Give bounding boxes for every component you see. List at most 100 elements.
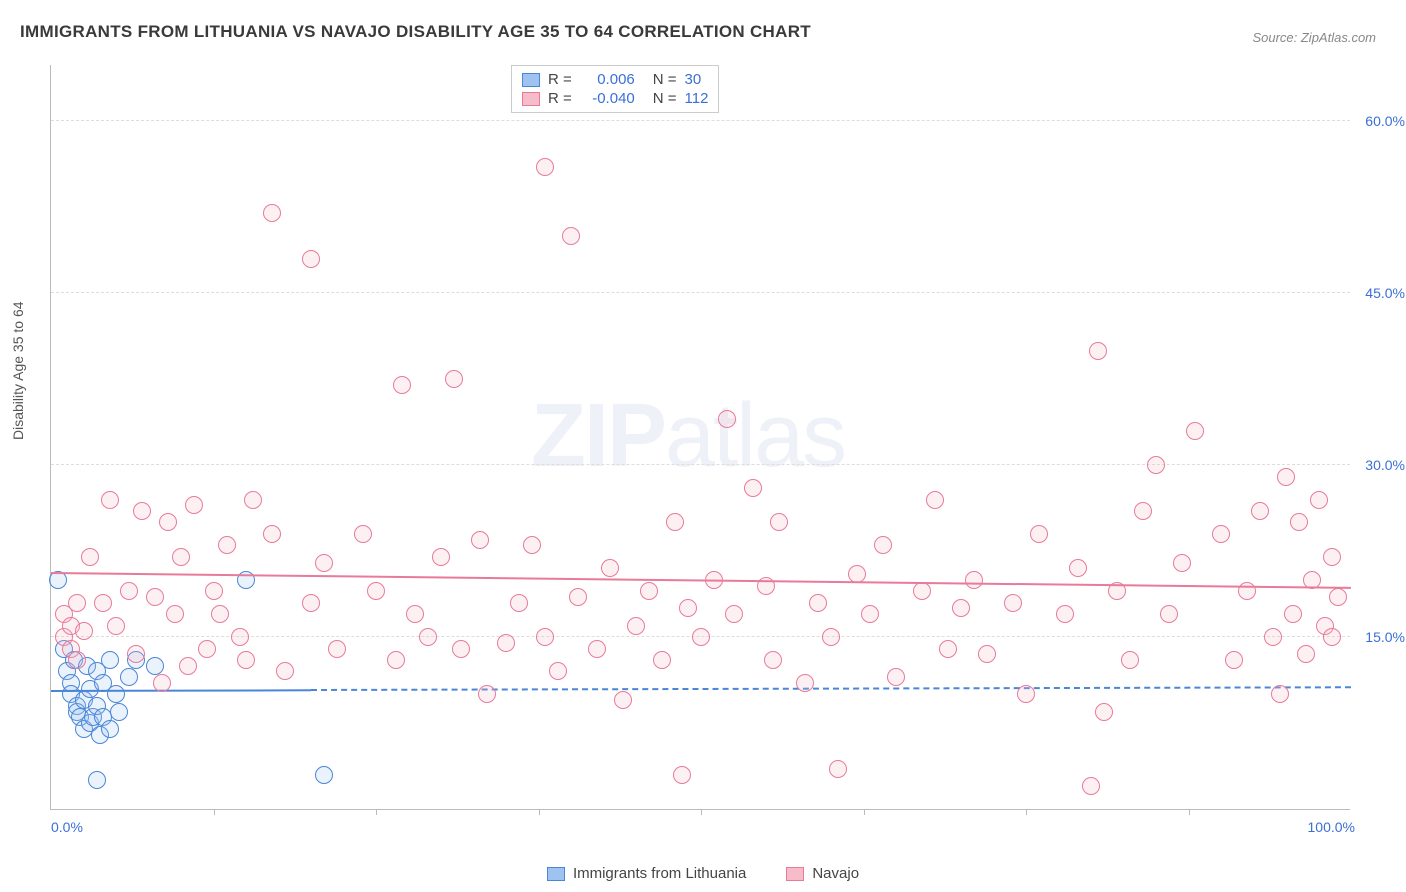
series-legend: Immigrants from Lithuania Navajo <box>0 865 1406 882</box>
legend-row-lithuania: R = 0.006 N = 30 <box>522 70 708 89</box>
correlation-legend: R = 0.006 N = 30 R = -0.040 N = 112 <box>511 65 719 113</box>
swatch-navajo <box>786 867 804 881</box>
point-navajo <box>601 559 619 577</box>
x-tick <box>701 809 702 815</box>
point-navajo <box>718 410 736 428</box>
y-tick-label: 60.0% <box>1365 113 1405 129</box>
point-navajo <box>666 513 684 531</box>
point-navajo <box>315 554 333 572</box>
y-tick-label: 15.0% <box>1365 629 1405 645</box>
point-navajo <box>640 582 658 600</box>
gridline <box>51 120 1350 121</box>
point-lithuania <box>107 685 125 703</box>
x-tick <box>1189 809 1190 815</box>
legend-item-navajo: Navajo <box>786 865 859 882</box>
point-navajo <box>133 502 151 520</box>
trendline-lithuania <box>51 689 311 692</box>
point-navajo <box>549 662 567 680</box>
point-navajo <box>822 628 840 646</box>
point-navajo <box>354 525 372 543</box>
swatch-navajo <box>522 92 540 106</box>
point-navajo <box>1329 588 1347 606</box>
point-navajo <box>673 766 691 784</box>
point-lithuania <box>315 766 333 784</box>
point-navajo <box>406 605 424 623</box>
point-navajo <box>952 599 970 617</box>
point-navajo <box>1160 605 1178 623</box>
point-navajo <box>588 640 606 658</box>
point-navajo <box>185 496 203 514</box>
y-tick-label: 45.0% <box>1365 285 1405 301</box>
point-navajo <box>978 645 996 663</box>
point-navajo <box>1251 502 1269 520</box>
point-navajo <box>861 605 879 623</box>
point-navajo <box>393 376 411 394</box>
point-navajo <box>569 588 587 606</box>
point-navajo <box>263 525 281 543</box>
point-navajo <box>367 582 385 600</box>
swatch-lithuania <box>522 73 540 87</box>
point-navajo <box>692 628 710 646</box>
point-navajo <box>1004 594 1022 612</box>
x-tick <box>864 809 865 815</box>
watermark: ZIPatlas <box>531 385 845 488</box>
point-navajo <box>218 536 236 554</box>
point-navajo <box>1212 525 1230 543</box>
point-navajo <box>939 640 957 658</box>
gridline <box>51 292 1350 293</box>
point-navajo <box>419 628 437 646</box>
point-lithuania <box>88 771 106 789</box>
swatch-lithuania <box>547 867 565 881</box>
point-navajo <box>276 662 294 680</box>
point-navajo <box>913 582 931 600</box>
point-navajo <box>75 622 93 640</box>
point-lithuania <box>110 703 128 721</box>
point-navajo <box>725 605 743 623</box>
point-navajo <box>1147 456 1165 474</box>
point-navajo <box>244 491 262 509</box>
point-navajo <box>536 158 554 176</box>
point-navajo <box>471 531 489 549</box>
point-navajo <box>887 668 905 686</box>
point-navajo <box>965 571 983 589</box>
point-navajo <box>1069 559 1087 577</box>
point-navajo <box>68 651 86 669</box>
point-lithuania <box>146 657 164 675</box>
x-axis-label-left: 0.0% <box>51 819 83 835</box>
point-navajo <box>81 548 99 566</box>
point-navajo <box>387 651 405 669</box>
point-lithuania <box>101 720 119 738</box>
point-navajo <box>1082 777 1100 795</box>
point-navajo <box>1030 525 1048 543</box>
point-navajo <box>159 513 177 531</box>
point-navajo <box>1186 422 1204 440</box>
point-navajo <box>231 628 249 646</box>
point-navajo <box>263 204 281 222</box>
point-navajo <box>432 548 450 566</box>
point-navajo <box>302 250 320 268</box>
point-navajo <box>1290 513 1308 531</box>
point-navajo <box>1323 548 1341 566</box>
x-tick <box>376 809 377 815</box>
point-navajo <box>1095 703 1113 721</box>
point-navajo <box>627 617 645 635</box>
legend-row-navajo: R = -0.040 N = 112 <box>522 89 708 108</box>
trendline-lithuania-dashed <box>311 687 1351 692</box>
point-navajo <box>1017 685 1035 703</box>
point-navajo <box>1297 645 1315 663</box>
point-navajo <box>205 582 223 600</box>
point-navajo <box>94 594 112 612</box>
y-tick-label: 30.0% <box>1365 457 1405 473</box>
y-axis-title: Disability Age 35 to 64 <box>10 301 26 440</box>
point-navajo <box>166 605 184 623</box>
point-navajo <box>107 617 125 635</box>
point-navajo <box>179 657 197 675</box>
point-navajo <box>302 594 320 612</box>
point-navajo <box>328 640 346 658</box>
point-navajo <box>1310 491 1328 509</box>
point-navajo <box>101 491 119 509</box>
point-navajo <box>497 634 515 652</box>
source-attribution: Source: ZipAtlas.com <box>1252 30 1376 45</box>
point-navajo <box>1173 554 1191 572</box>
x-tick <box>214 809 215 815</box>
